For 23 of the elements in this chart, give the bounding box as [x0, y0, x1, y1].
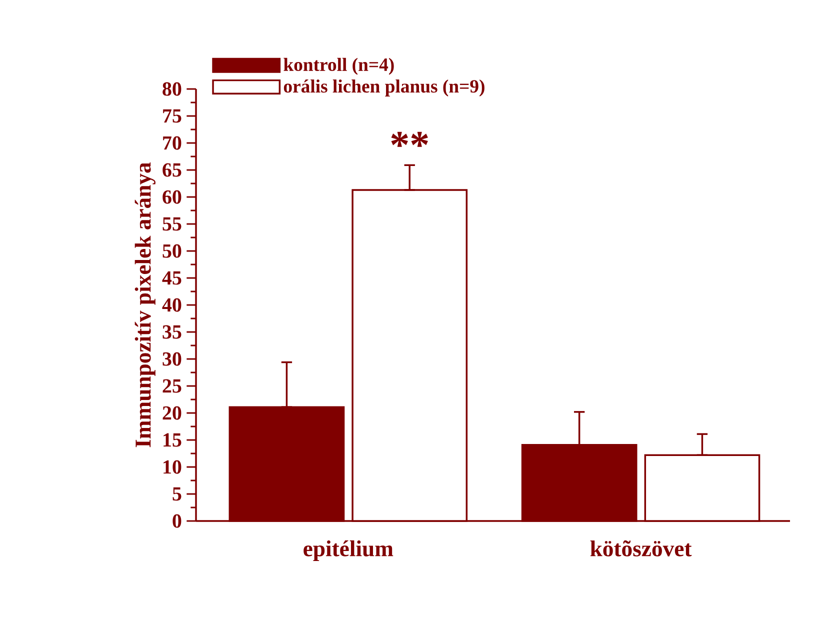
x-tick-label: epitélium [304, 540, 394, 561]
annotation: ** [391, 132, 428, 147]
y-tick-label: 0 [172, 514, 182, 528]
y-tick-label: 35 [162, 325, 182, 339]
y-tick-label: 10 [164, 460, 182, 474]
y-tick-label: 25 [162, 379, 182, 393]
y-tick-label: 55 [162, 217, 182, 231]
y-tick-label: 5 [172, 487, 182, 501]
y-tick-label: 60 [162, 190, 182, 204]
legend-label: orális lichen planus (n=9) [284, 80, 484, 96]
y-tick-label: 50 [162, 244, 182, 258]
y-tick-label: 30 [162, 352, 182, 366]
x-tick-label: kötõszövet [590, 540, 692, 556]
y-tick-label: 40 [162, 298, 182, 312]
y-tick-label: 80 [162, 82, 182, 96]
y-tick-label: 70 [163, 136, 182, 150]
y-tick-label: 45 [162, 271, 182, 285]
y-tick-label: 65 [162, 163, 182, 177]
y-tick-label: 15 [164, 433, 182, 447]
y-tick-label: 20 [162, 406, 182, 420]
y-axis-title: Immunpozitív pixelek aránya [134, 162, 156, 448]
y-tick-label: 75 [163, 109, 182, 123]
legend-label: kontroll (n=4) [284, 58, 394, 75]
